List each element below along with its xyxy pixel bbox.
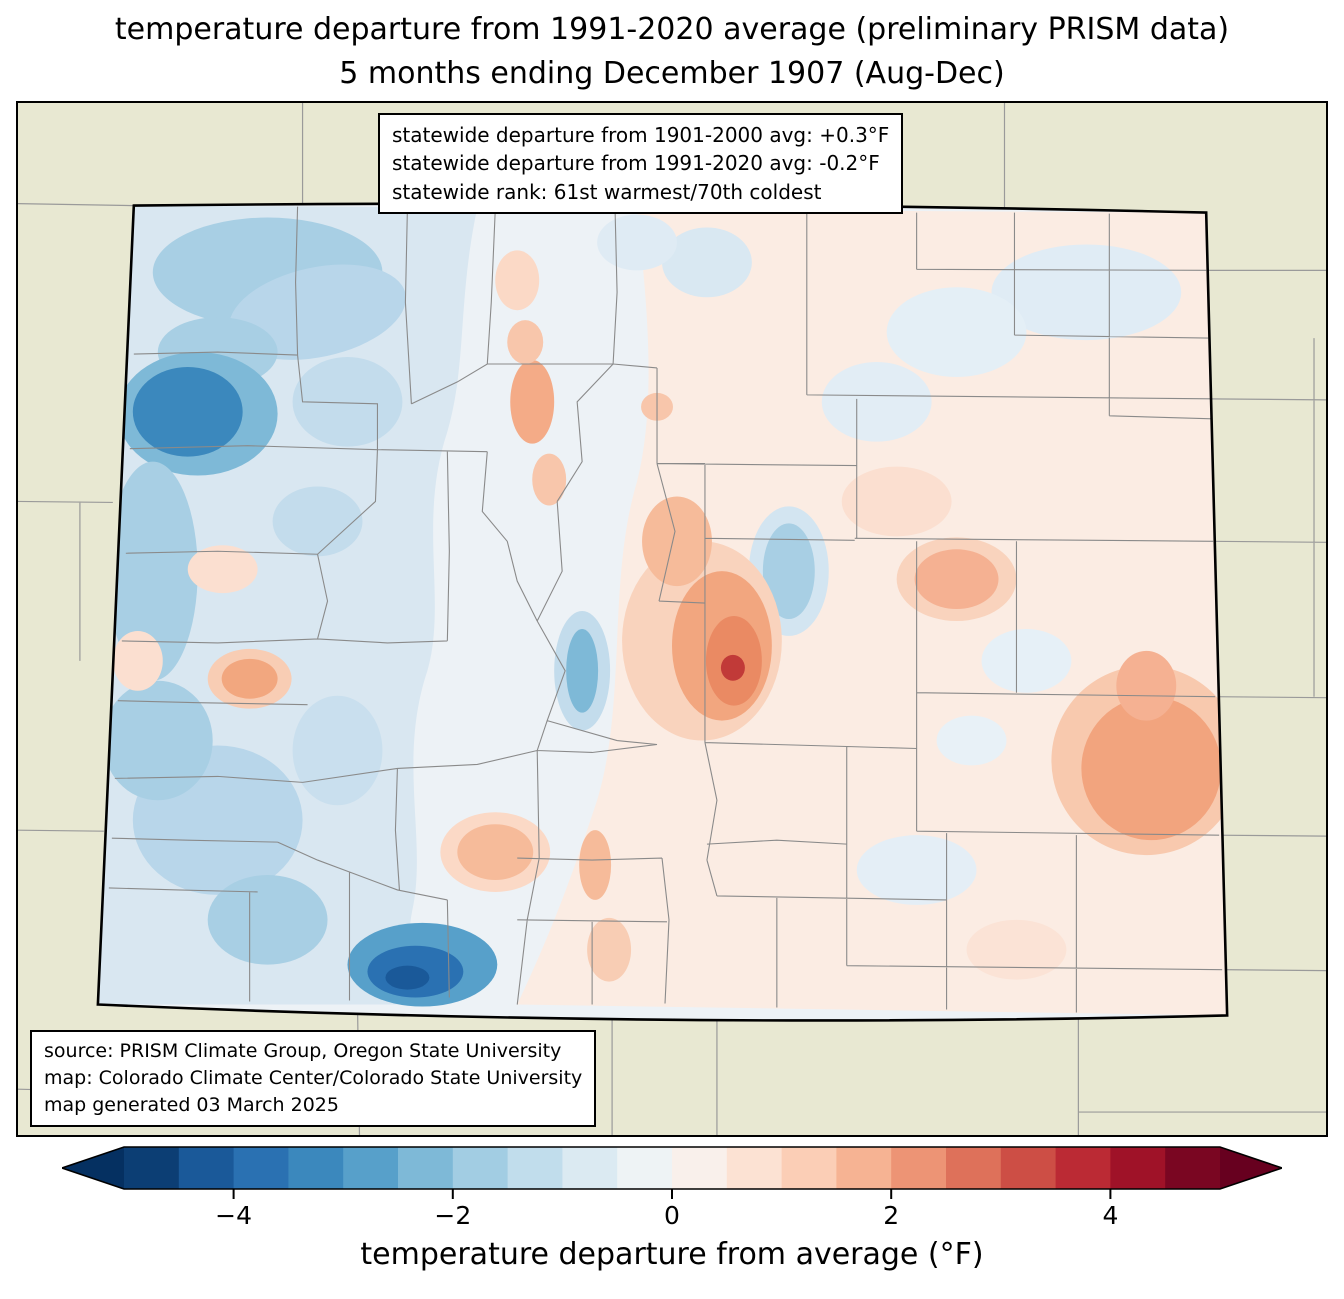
colorbar: −4 −2 0 2 4 bbox=[62, 1145, 1282, 1235]
title-line-2: 5 months ending December 1907 (Aug-Dec) bbox=[339, 55, 1005, 91]
colorbar-tick-label: 0 bbox=[664, 1201, 680, 1230]
county-boundaries bbox=[108, 206, 1223, 1013]
colorado-map bbox=[18, 103, 1326, 1135]
neighbor-state-grid bbox=[18, 103, 1326, 1135]
colorbar-tick-label: −2 bbox=[434, 1201, 472, 1230]
colorbar-ticks bbox=[232, 1189, 1112, 1199]
statewide-stats-box: statewide departure from 1901-2000 avg: … bbox=[378, 113, 904, 215]
source-line-3: map generated 03 March 2025 bbox=[44, 1094, 339, 1117]
colorbar-tick-label: 4 bbox=[1102, 1201, 1119, 1230]
title-line-1: temperature departure from 1991-2020 ave… bbox=[114, 12, 1230, 47]
colorbar-svg bbox=[62, 1146, 1282, 1199]
colorbar-axis-label: temperature departure from average (°F) bbox=[360, 1237, 984, 1272]
anomaly-blobs bbox=[97, 203, 1228, 1021]
source-line-2: map: Colorado Climate Center/Colorado St… bbox=[44, 1067, 583, 1090]
map-plot-area: statewide departure from 1901-2000 avg: … bbox=[16, 101, 1328, 1137]
colorbar-right-arrow bbox=[1220, 1147, 1282, 1189]
source-credit-box: source: PRISM Climate Group, Oregon Stat… bbox=[30, 1030, 597, 1127]
stats-line-3: statewide rank: 61st warmest/70th coldes… bbox=[392, 179, 822, 204]
colorbar-tick-label: 2 bbox=[883, 1201, 900, 1230]
colorbar-outline bbox=[62, 1146, 1282, 1190]
figure-title: temperature departure from 1991-2020 ave… bbox=[0, 0, 1344, 95]
stats-line-2: statewide departure from 1991-2020 avg: … bbox=[392, 151, 880, 176]
colorbar-left-arrow bbox=[62, 1147, 124, 1189]
stats-line-1: statewide departure from 1901-2000 avg: … bbox=[392, 123, 890, 147]
colorbar-segments bbox=[124, 1147, 1221, 1189]
colorbar-tick-label: −4 bbox=[215, 1201, 253, 1230]
colorbar-tick-labels: −4 −2 0 2 4 bbox=[62, 1201, 1282, 1235]
source-line-1: source: PRISM Climate Group, Oregon Stat… bbox=[44, 1040, 562, 1063]
